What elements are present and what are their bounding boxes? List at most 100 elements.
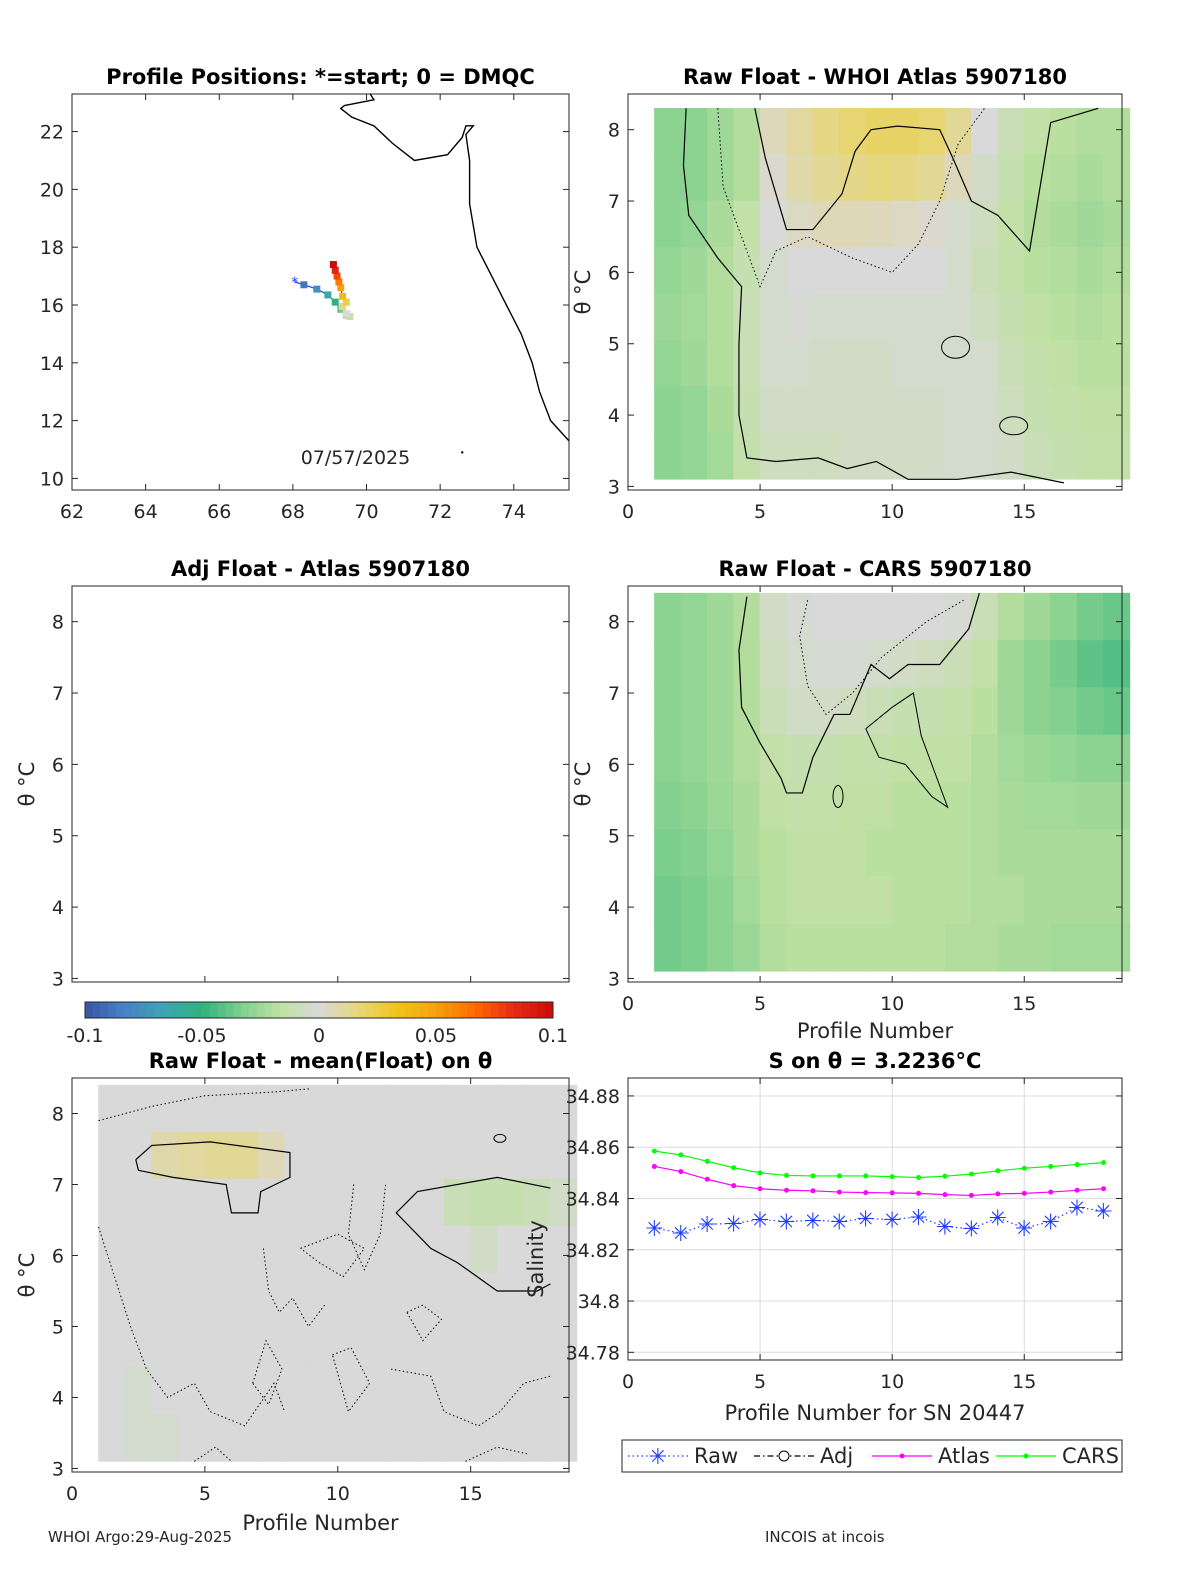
cars-heat-cell: [1103, 829, 1131, 878]
salinity-xtick-label: 0: [622, 1371, 634, 1393]
series-point-atlas: [889, 1190, 895, 1196]
anom-ytick-label: 5: [52, 1316, 64, 1338]
colorbar-segment: [326, 1002, 336, 1018]
cars-ytick-label: 5: [608, 826, 620, 848]
atlas-heat-cell: [654, 432, 682, 480]
profile-position-marker: [342, 298, 350, 306]
cars-heat-cell: [759, 923, 787, 972]
anom-heat-cell: [284, 1319, 312, 1368]
salinity-ylabel: Salinity: [524, 1220, 548, 1298]
cars-ytick-label: 8: [608, 612, 620, 634]
atlas-heat-cell: [1050, 293, 1078, 341]
series-point-raw: ✳: [1094, 1200, 1112, 1225]
anom-heat-cell: [231, 1225, 259, 1274]
series-point-atlas: [704, 1176, 710, 1182]
anom-heat-cell: [550, 1084, 578, 1133]
cars-heat-cell: [733, 876, 761, 925]
cars-heat-cell: [1023, 876, 1051, 925]
cars-heat-cell: [839, 829, 867, 878]
cars-heat-cell: [1076, 687, 1104, 736]
anom-heat-cell: [470, 1366, 498, 1415]
series-point-raw: ✳: [1015, 1217, 1033, 1242]
series-point-cars: [889, 1174, 895, 1180]
legend-marker-atlas: [899, 1453, 905, 1459]
series-point-raw: ✳: [804, 1209, 822, 1234]
anom-heat-cell: [496, 1225, 525, 1274]
cars-heat-cell: [865, 734, 893, 783]
map-title: Profile Positions: *=start; 0 = DMQC: [106, 65, 535, 89]
atlas-heat-cell: [1076, 293, 1104, 341]
salinity-xlabel: Profile Number for SN 20447: [724, 1401, 1025, 1425]
anom-heat-cell: [523, 1225, 551, 1274]
colorbar-segment: [163, 1002, 172, 1018]
anom-heat-cell: [231, 1272, 259, 1321]
colorbar-segment: [451, 1002, 460, 1018]
atlas-heat-cell: [1103, 200, 1131, 248]
anom-heat-cell: [364, 1272, 392, 1321]
cars-heat-cell: [891, 592, 919, 641]
atlas-heat-cell: [759, 200, 787, 248]
anom-heat-cell: [204, 1084, 232, 1133]
salinity-xtick-label: 5: [754, 1371, 766, 1393]
anom-heat-cell: [337, 1366, 365, 1415]
colorbar-tick-label: 0.05: [415, 1025, 457, 1047]
anom-heat-cell: [98, 1225, 126, 1274]
atlas-heat-cell: [944, 386, 972, 434]
cars-heat-cell: [865, 640, 893, 688]
colorbar-segment: [420, 1002, 429, 1018]
cars-heat-cell: [971, 592, 999, 641]
anom-dotted-contour: [300, 1233, 366, 1278]
anom-heat-cell: [550, 1178, 578, 1227]
anom-heat-cell: [124, 1225, 153, 1274]
cars-heat-cell: [839, 592, 867, 641]
atlas-heat-cell: [839, 432, 867, 480]
anom-heat-cell: [204, 1178, 232, 1227]
colorbar-segment: [490, 1002, 499, 1018]
atlas-heat-cell: [971, 154, 999, 202]
anom-heat-cell: [257, 1319, 285, 1368]
anom-dotted-contour: [98, 1226, 286, 1427]
series-point-raw: ✳: [936, 1216, 954, 1241]
atlas-heat-cell: [971, 293, 999, 341]
cars-heat-cell: [786, 923, 814, 972]
map-xtick-label: 66: [207, 501, 231, 523]
series-point-cars: [757, 1170, 763, 1176]
cars-heat-cell: [1076, 829, 1104, 878]
atlas-heat-cell: [812, 386, 840, 434]
atlas-heat-cell: [944, 154, 972, 202]
map-xtick-label: 72: [428, 501, 452, 523]
anom-heat-cell: [496, 1272, 525, 1321]
colorbar-segment: [311, 1002, 320, 1018]
anom-heat-cell: [470, 1084, 498, 1133]
series-point-atlas: [968, 1192, 974, 1198]
cars-heat-cell: [654, 592, 682, 641]
cars-heat-cell: [733, 734, 761, 783]
colorbar-segment: [155, 1002, 164, 1018]
cars-heat-cell: [918, 876, 946, 925]
atlas-heat-cell: [759, 247, 787, 295]
anom-heat-cell: [151, 1272, 179, 1321]
anom-heat-cell: [443, 1178, 471, 1227]
atlas-heat-cell: [865, 293, 893, 341]
cars-heat-cell: [865, 687, 893, 736]
cars-heat-cell: [944, 923, 972, 972]
series-point-raw: ✳: [909, 1206, 927, 1231]
cars-heat-cell: [680, 876, 708, 925]
cars-heat-cell: [997, 592, 1025, 641]
colorbar-tick-label: -0.1: [66, 1025, 103, 1047]
cars-heat-cell: [812, 829, 840, 878]
cars-heat-cell: [1076, 734, 1104, 783]
atlas-contour-line: [682, 108, 1065, 484]
atlas-heat-cell: [812, 432, 840, 480]
anom-heat-cell: [364, 1178, 392, 1227]
cars-heat-cell: [786, 734, 814, 783]
anom-heat-cell: [310, 1414, 339, 1462]
cars-heat-cell: [944, 829, 972, 878]
atlas-heat-cell: [865, 154, 893, 202]
footer-right: INCOIS at incois: [765, 1528, 885, 1546]
colorbar-segment: [256, 1002, 265, 1018]
atlas-heat-cell: [997, 247, 1025, 295]
series-point-cars: [810, 1173, 816, 1179]
salinity-ytick-label: 34.86: [566, 1137, 620, 1159]
cars-heat-cell: [706, 781, 734, 830]
